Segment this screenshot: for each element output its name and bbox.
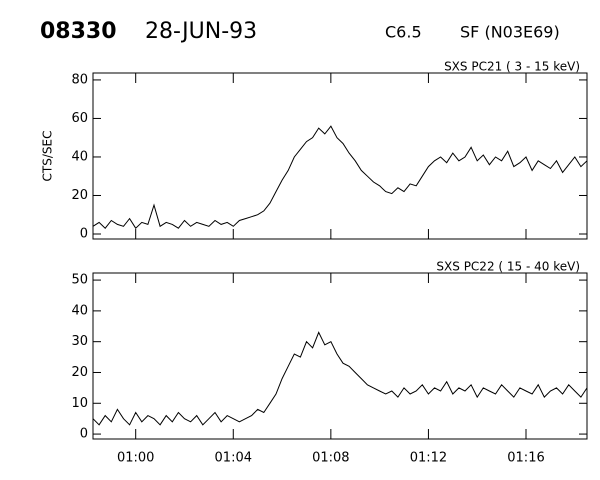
obs-id: 08330 [40, 19, 117, 44]
panel-title: SXS PC21 ( 3 - 15 keV) [444, 60, 580, 74]
y-tick-label: 50 [71, 273, 88, 288]
plot-frame [92, 72, 588, 240]
y-tick-label: 20 [71, 365, 88, 380]
y-tick-label: 0 [80, 427, 88, 442]
y-tick-label: 40 [71, 303, 88, 318]
plot-frame [92, 272, 588, 440]
x-tick-label: 01:00 [117, 451, 154, 466]
y-tick-label: 40 [71, 149, 88, 164]
x-tick-label: 01:16 [507, 451, 544, 466]
y-tick-label: 0 [80, 226, 88, 241]
y-tick-label: 20 [71, 188, 88, 203]
y-tick-label: 10 [71, 396, 88, 411]
y-tick-label: 30 [71, 334, 88, 349]
flare-class: C6.5 [385, 23, 422, 42]
panel-title: SXS PC22 ( 15 - 40 keV) [436, 260, 580, 274]
x-tick-label: 01:08 [312, 451, 349, 466]
flare-location: SF (N03E69) [460, 23, 560, 42]
y-tick-label: 60 [71, 111, 88, 126]
y-axis-label: CTS/SEC [41, 131, 55, 182]
obs-date: 28-JUN-93 [145, 19, 257, 44]
x-tick-label: 01:12 [410, 451, 447, 466]
x-tick-label: 01:04 [215, 451, 252, 466]
y-tick-label: 80 [71, 72, 88, 87]
data-line [92, 125, 588, 229]
data-line [92, 331, 588, 426]
